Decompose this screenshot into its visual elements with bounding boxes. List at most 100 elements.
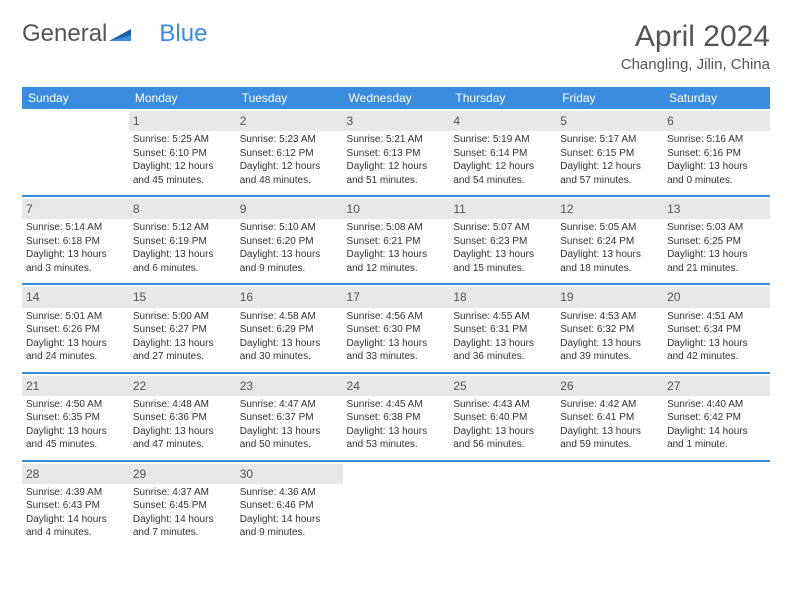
calendar-row: 28 Sunrise: 4:39 AMSunset: 6:43 PM Dayligh… xyxy=(22,461,770,548)
daylight-text: Daylight: 12 hours and 57 minutes. xyxy=(560,160,659,187)
day-details: Sunrise: 5:25 AMSunset: 6:10 PMDaylight:… xyxy=(133,133,232,187)
day-details: Sunrise: 4:58 AMSunset: 6:29 PMDaylight:… xyxy=(240,310,339,364)
calendar-cell xyxy=(343,461,450,548)
calendar-cell: 13Sunrise: 5:03 AMSunset: 6:25 PMDayligh… xyxy=(663,196,770,284)
sunset-text: Sunset: 6:31 PM xyxy=(453,323,552,337)
logo-triangle-icon xyxy=(109,20,131,48)
day-details: Sunrise: 4:42 AMSunset: 6:41 PMDaylight:… xyxy=(560,398,659,452)
day-number: 2 xyxy=(236,111,343,131)
day-number: 14 xyxy=(22,287,129,307)
sunrise-text: Sunrise: 4:39 AM xyxy=(26,486,125,500)
logo-text-blue: Blue xyxy=(159,20,207,48)
sunrise-text: Sunrise: 4:47 AM xyxy=(240,398,339,412)
sunrise-text: Sunrise: 4:56 AM xyxy=(347,310,446,324)
sunset-text: Sunset: 6:25 PM xyxy=(667,235,766,249)
day-details: Sunrise: 4:45 AMSunset: 6:38 PMDaylight:… xyxy=(347,398,446,452)
sunrise-text: Sunrise: 5:03 AM xyxy=(667,221,766,235)
daylight-text: Daylight: 13 hours and 47 minutes. xyxy=(133,425,232,452)
day-number: 21 xyxy=(22,376,129,396)
sunrise-text: Sunrise: 4:40 AM xyxy=(667,398,766,412)
sunrise-text: Sunrise: 5:19 AM xyxy=(453,133,552,147)
day-number: 18 xyxy=(449,287,556,307)
sunset-text: Sunset: 6:20 PM xyxy=(240,235,339,249)
weekday-header: Thursday xyxy=(449,87,556,109)
day-number: 25 xyxy=(449,376,556,396)
day-number: 8 xyxy=(129,199,236,219)
sunset-text: Sunset: 6:18 PM xyxy=(26,235,125,249)
sunrise-text: Sunrise: 5:14 AM xyxy=(26,221,125,235)
day-number: 11 xyxy=(449,199,556,219)
calendar-cell: 16Sunrise: 4:58 AMSunset: 6:29 PMDayligh… xyxy=(236,284,343,372)
sunset-text: Sunset: 6:16 PM xyxy=(667,147,766,161)
calendar-cell: 6Sunrise: 5:16 AMSunset: 6:16 PMDaylight… xyxy=(663,109,770,196)
calendar-cell xyxy=(22,109,129,196)
day-details: Sunrise: 4:53 AMSunset: 6:32 PMDaylight:… xyxy=(560,310,659,364)
daylight-text: Daylight: 13 hours and 53 minutes. xyxy=(347,425,446,452)
weekday-header: Tuesday xyxy=(236,87,343,109)
calendar-cell: 20Sunrise: 4:51 AMSunset: 6:34 PMDayligh… xyxy=(663,284,770,372)
calendar-table: Sunday Monday Tuesday Wednesday Thursday… xyxy=(22,87,770,548)
calendar-cell: 14Sunrise: 5:01 AMSunset: 6:26 PMDayligh… xyxy=(22,284,129,372)
daylight-text: Daylight: 13 hours and 9 minutes. xyxy=(240,248,339,275)
day-number: 3 xyxy=(343,111,450,131)
calendar-cell: 30Sunrise: 4:36 AMSunset: 6:46 PMDayligh… xyxy=(236,461,343,548)
sunrise-text: Sunrise: 4:42 AM xyxy=(560,398,659,412)
daylight-text: Daylight: 13 hours and 30 minutes. xyxy=(240,337,339,364)
sunset-text: Sunset: 6:21 PM xyxy=(347,235,446,249)
sunset-text: Sunset: 6:27 PM xyxy=(133,323,232,337)
day-number: 17 xyxy=(343,287,450,307)
day-number: 28 xyxy=(22,464,129,484)
day-details: Sunrise: 4:51 AMSunset: 6:34 PMDaylight:… xyxy=(667,310,766,364)
calendar-row: 7Sunrise: 5:14 AMSunset: 6:18 PMDaylight… xyxy=(22,196,770,284)
day-number: 24 xyxy=(343,376,450,396)
calendar-cell: 21Sunrise: 4:50 AMSunset: 6:35 PMDayligh… xyxy=(22,373,129,461)
sunrise-text: Sunrise: 4:50 AM xyxy=(26,398,125,412)
day-details: Sunrise: 4:56 AMSunset: 6:30 PMDaylight:… xyxy=(347,310,446,364)
day-number: 10 xyxy=(343,199,450,219)
calendar-cell: 19Sunrise: 4:53 AMSunset: 6:32 PMDayligh… xyxy=(556,284,663,372)
day-details: Sunrise: 5:03 AMSunset: 6:25 PMDaylight:… xyxy=(667,221,766,275)
calendar-cell: 29Sunrise: 4:37 AMSunset: 6:45 PMDayligh… xyxy=(129,461,236,548)
daylight-text: Daylight: 14 hours and 9 minutes. xyxy=(240,513,339,540)
sunset-text: Sunset: 6:30 PM xyxy=(347,323,446,337)
calendar-cell: 27Sunrise: 4:40 AMSunset: 6:42 PMDayligh… xyxy=(663,373,770,461)
day-details: Sunrise: 5:19 AMSunset: 6:14 PMDaylight:… xyxy=(453,133,552,187)
sunset-text: Sunset: 6:43 PM xyxy=(26,499,125,513)
sunrise-text: Sunrise: 5:00 AM xyxy=(133,310,232,324)
day-number: 6 xyxy=(663,111,770,131)
calendar-cell: 24Sunrise: 4:45 AMSunset: 6:38 PMDayligh… xyxy=(343,373,450,461)
day-details: Sunrise: 5:14 AMSunset: 6:18 PMDaylight:… xyxy=(26,221,125,275)
daylight-text: Daylight: 13 hours and 50 minutes. xyxy=(240,425,339,452)
sunset-text: Sunset: 6:12 PM xyxy=(240,147,339,161)
day-number: 23 xyxy=(236,376,343,396)
calendar-cell: 9Sunrise: 5:10 AMSunset: 6:20 PMDaylight… xyxy=(236,196,343,284)
day-details: Sunrise: 5:12 AMSunset: 6:19 PMDaylight:… xyxy=(133,221,232,275)
daylight-text: Daylight: 13 hours and 21 minutes. xyxy=(667,248,766,275)
sunset-text: Sunset: 6:19 PM xyxy=(133,235,232,249)
sunset-text: Sunset: 6:24 PM xyxy=(560,235,659,249)
calendar-cell: 17 Sunrise: 4:56 AMSunset: 6:30 PMDayligh… xyxy=(343,284,450,372)
calendar-row: 21Sunrise: 4:50 AMSunset: 6:35 PMDayligh… xyxy=(22,373,770,461)
sunrise-text: Sunrise: 5:23 AM xyxy=(240,133,339,147)
calendar-cell: 28Sunrise: 4:39 AMSunset: 6:43 PMDayligh… xyxy=(22,461,129,548)
daylight-text: Daylight: 14 hours and 7 minutes. xyxy=(133,513,232,540)
calendar-cell: 26Sunrise: 4:42 AMSunset: 6:41 PMDayligh… xyxy=(556,373,663,461)
sunrise-text: Sunrise: 4:37 AM xyxy=(133,486,232,500)
calendar-cell: 7Sunrise: 5:14 AMSunset: 6:18 PMDaylight… xyxy=(22,196,129,284)
calendar-cell xyxy=(663,461,770,548)
calendar-row: 14Sunrise: 5:01 AMSunset: 6:26 PMDayligh… xyxy=(22,284,770,372)
weekday-header-row: Sunday Monday Tuesday Wednesday Thursday… xyxy=(22,87,770,109)
sunrise-text: Sunrise: 4:36 AM xyxy=(240,486,339,500)
daylight-text: Daylight: 12 hours and 51 minutes. xyxy=(347,160,446,187)
day-details: Sunrise: 4:48 AMSunset: 6:36 PMDaylight:… xyxy=(133,398,232,452)
daylight-text: Daylight: 12 hours and 54 minutes. xyxy=(453,160,552,187)
calendar-row: 1Sunrise: 5:25 AMSunset: 6:10 PMDaylight… xyxy=(22,109,770,196)
daylight-text: Daylight: 13 hours and 33 minutes. xyxy=(347,337,446,364)
logo-text-general: General xyxy=(22,20,107,48)
title-block: April 2024 Changling, Jilin, China xyxy=(621,20,770,73)
daylight-text: Daylight: 13 hours and 6 minutes. xyxy=(133,248,232,275)
calendar-cell: 4Sunrise: 5:19 AMSunset: 6:14 PMDaylight… xyxy=(449,109,556,196)
day-details: Sunrise: 4:37 AMSunset: 6:45 PMDaylight:… xyxy=(133,486,232,540)
day-number: 27 xyxy=(663,376,770,396)
day-details: Sunrise: 4:55 AMSunset: 6:31 PMDaylight:… xyxy=(453,310,552,364)
